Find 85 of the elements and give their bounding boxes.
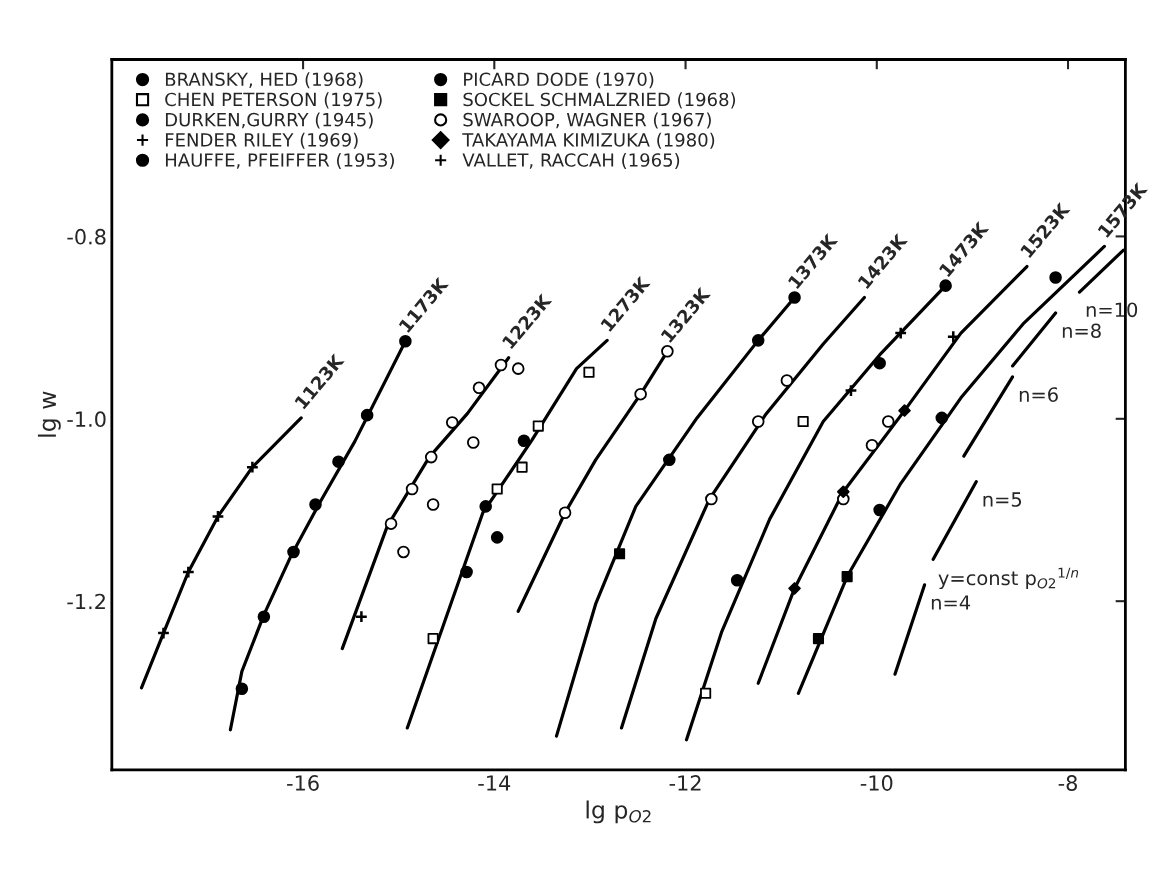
annotation: n=8 bbox=[1062, 323, 1101, 339]
annotation: y=const p$_{O2}$$^{1/n}$ bbox=[938, 567, 1079, 590]
point bbox=[634, 387, 647, 401]
point bbox=[532, 420, 544, 432]
point bbox=[873, 356, 886, 370]
point bbox=[812, 633, 825, 645]
point bbox=[405, 482, 419, 496]
point bbox=[841, 571, 853, 583]
annotation: n=4 bbox=[931, 595, 971, 610]
point bbox=[491, 483, 503, 495]
point bbox=[788, 291, 801, 304]
x-tick-label: -12 bbox=[669, 775, 701, 791]
legend-label: SWAROOP, WAGNER (1967) bbox=[463, 112, 711, 129]
point bbox=[797, 415, 809, 428]
point bbox=[460, 565, 473, 579]
point bbox=[309, 498, 322, 511]
point bbox=[873, 503, 886, 517]
point bbox=[865, 438, 879, 452]
point bbox=[490, 531, 504, 544]
point bbox=[287, 545, 300, 559]
y-tick-label: -0.8 bbox=[67, 228, 106, 245]
point bbox=[472, 381, 486, 395]
legend-label: PICARD DODE (1970) bbox=[464, 72, 654, 89]
point bbox=[424, 450, 438, 464]
point bbox=[1049, 271, 1062, 284]
point bbox=[898, 404, 911, 417]
point bbox=[257, 610, 271, 623]
point bbox=[181, 565, 195, 579]
point bbox=[583, 366, 595, 378]
point bbox=[663, 453, 676, 467]
point bbox=[399, 335, 412, 348]
legend-label: TAKAYAMA KIMIZUKA (1980) bbox=[462, 132, 715, 149]
annotation: n=5 bbox=[983, 492, 1022, 507]
point bbox=[894, 326, 908, 340]
y-tick-label: -1.0 bbox=[67, 411, 106, 428]
point bbox=[384, 517, 398, 530]
point bbox=[844, 383, 858, 398]
x-axis-title: lg p$_{O2}$ bbox=[586, 800, 651, 824]
point bbox=[427, 633, 439, 645]
x-tick-label: -14 bbox=[478, 775, 511, 791]
point bbox=[360, 408, 374, 422]
point bbox=[445, 416, 459, 429]
line-series bbox=[139, 416, 303, 690]
point bbox=[332, 455, 345, 468]
point bbox=[511, 362, 525, 375]
point bbox=[558, 506, 572, 520]
legend-label: HAUFFE, PFEIFFER (1953) bbox=[165, 152, 394, 169]
point bbox=[156, 626, 171, 640]
point bbox=[881, 415, 895, 428]
point bbox=[935, 411, 949, 425]
legend-label: CHEN PETERSON (1975) bbox=[165, 92, 382, 109]
point bbox=[730, 573, 744, 587]
x-tick-label: -16 bbox=[287, 775, 319, 791]
point bbox=[494, 358, 508, 372]
x-tick-label: -8 bbox=[1058, 775, 1077, 791]
legend-label: DURKEN,GURRY (1945) bbox=[165, 112, 373, 129]
point bbox=[479, 500, 492, 513]
y-tick-label: -1.2 bbox=[67, 593, 105, 610]
legend-label: BRANSKY, HED (1968) bbox=[165, 72, 363, 89]
point bbox=[354, 610, 369, 624]
point bbox=[780, 374, 794, 387]
point bbox=[426, 498, 440, 511]
annotation: n=6 bbox=[1019, 387, 1058, 402]
point bbox=[235, 682, 249, 696]
x-tick-label: -10 bbox=[860, 775, 893, 791]
point bbox=[517, 434, 531, 447]
point bbox=[946, 330, 960, 344]
point bbox=[700, 687, 712, 699]
y-axis-title: lg w bbox=[37, 391, 61, 437]
point bbox=[939, 279, 952, 292]
point bbox=[614, 548, 626, 560]
point bbox=[516, 461, 528, 473]
point bbox=[211, 509, 225, 524]
point bbox=[397, 545, 410, 559]
point bbox=[751, 415, 765, 428]
point bbox=[245, 460, 260, 474]
legend-label: VALLET, RACCAH (1965) bbox=[462, 152, 680, 169]
point bbox=[751, 334, 765, 347]
point bbox=[788, 582, 801, 595]
legend-label: FENDER RILEY (1969) bbox=[165, 132, 358, 149]
point bbox=[466, 436, 480, 449]
legend-label: SOCKEL SCHMALZRIED (1968) bbox=[463, 92, 736, 109]
point bbox=[837, 485, 850, 499]
point bbox=[661, 345, 674, 358]
point bbox=[705, 492, 718, 506]
